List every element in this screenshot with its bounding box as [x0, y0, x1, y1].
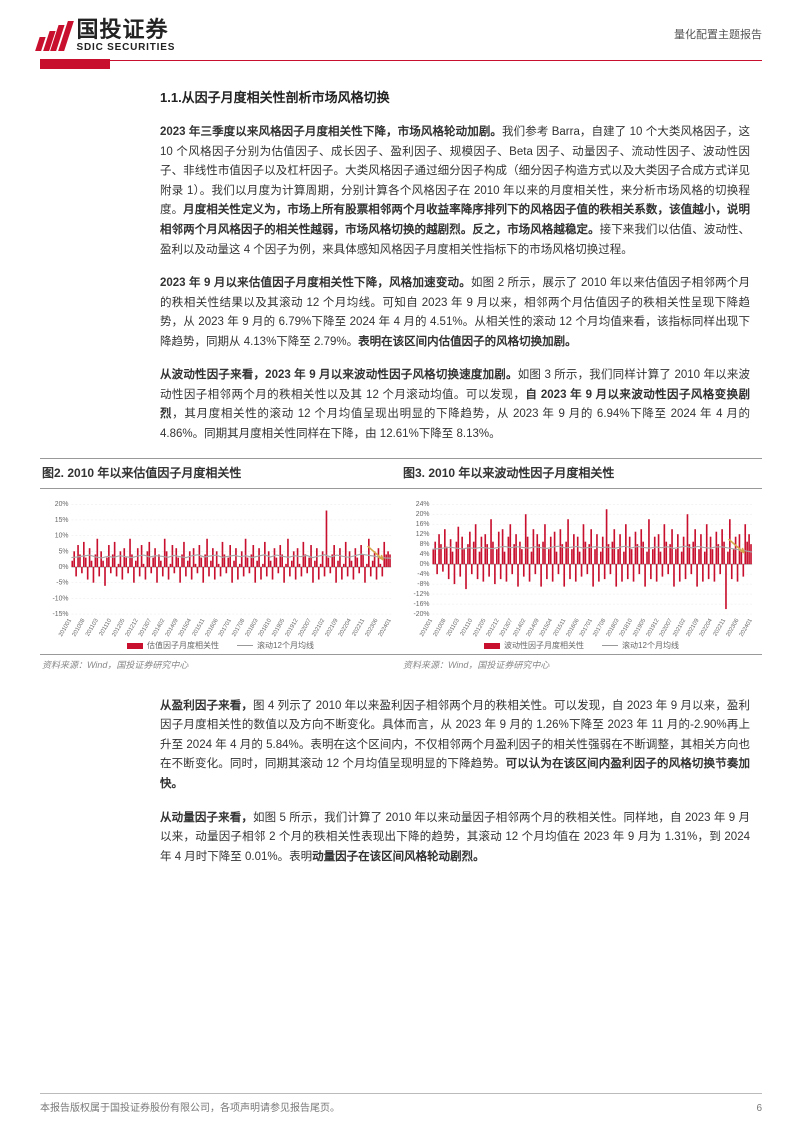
svg-text:20%: 20%: [416, 511, 430, 518]
chart-3-title: 图3. 2010 年以来波动性因子月度相关性: [401, 458, 762, 488]
chart-2: -15%-10%-5%0%5%10%15%20%2010012010082011…: [44, 497, 397, 637]
chart-3-panel: 图3. 2010 年以来波动性因子月度相关性 -20% -16% -12% -8% -4…: [401, 458, 762, 676]
svg-text:-15%: -15%: [52, 611, 68, 618]
svg-text:-5%: -5%: [56, 580, 68, 587]
svg-text:12%: 12%: [416, 531, 430, 538]
svg-text:10%: 10%: [55, 532, 69, 539]
svg-text:202401: 202401: [378, 618, 393, 637]
content-lower: 从盈利因子来看，图 4 列示了 2010 年以来盈利因子相邻两个月的秩相关性。可…: [0, 683, 802, 867]
svg-text:-20%: -20%: [413, 611, 429, 618]
svg-text:-8%: -8%: [417, 581, 429, 588]
footer-text: 本报告版权属于国投证券股份有限公司，各项声明请参见报告尾页。: [40, 1100, 340, 1117]
svg-text:0%: 0%: [59, 564, 69, 571]
svg-text:4%: 4%: [420, 551, 430, 558]
content-upper: 1.1.从因子月度相关性剖析市场风格切换 2023 年三季度以来风格因子月度相关…: [0, 69, 802, 444]
page-footer: 本报告版权属于国投证券股份有限公司，各项声明请参见报告尾页。 6: [40, 1093, 762, 1117]
paragraph-4: 从盈利因子来看，图 4 列示了 2010 年以来盈利因子相邻两个月的秩相关性。可…: [160, 697, 750, 795]
report-type: 量化配置主题报告: [674, 26, 762, 45]
chart-2-title: 图2. 2010 年以来估值因子月度相关性: [40, 458, 401, 488]
svg-text:24%: 24%: [416, 501, 430, 508]
svg-text:15%: 15%: [55, 517, 69, 524]
divider-bar: [40, 59, 762, 69]
chart-3-source: 资料来源：Wind，国投证券研究中心: [401, 654, 762, 676]
svg-text:5%: 5%: [59, 548, 69, 555]
paragraph-3: 从波动性因子来看，2023 年 9 月以来波动性因子风格切换速度加剧。如图 3 …: [160, 366, 750, 444]
svg-text:-12%: -12%: [413, 591, 429, 598]
logo-en: SDIC SECURITIES: [77, 42, 176, 53]
chart-3: -20%-16%-12%-8%-4%0%4%8%12%16%20%24%2010…: [405, 497, 758, 637]
svg-text:-4%: -4%: [417, 571, 429, 578]
section-title: 1.1.从因子月度相关性剖析市场风格切换: [160, 87, 750, 109]
logo-icon: [35, 21, 73, 51]
paragraph-1: 2023 年三季度以来风格因子月度相关性下降，市场风格轮动加剧。我们参考 Bar…: [160, 123, 750, 260]
svg-text:-10%: -10%: [52, 595, 68, 602]
paragraph-2: 2023 年 9 月以来估值因子月度相关性下降，风格加速变动。如图 2 所示，展…: [160, 274, 750, 352]
page-header: 国投证券 SDIC SECURITIES 量化配置主题报告: [0, 0, 802, 59]
svg-text:20%: 20%: [55, 501, 69, 508]
svg-text:-16%: -16%: [413, 601, 429, 608]
page-number: 6: [756, 1100, 762, 1117]
charts-row: 图2. 2010 年以来估值因子月度相关性 -15% -10% -5% 0% 5% 10%…: [40, 458, 762, 676]
logo-cn: 国投证券: [77, 18, 176, 42]
logo: 国投证券 SDIC SECURITIES: [40, 18, 175, 53]
chart-2-panel: 图2. 2010 年以来估值因子月度相关性 -15% -10% -5% 0% 5% 10%…: [40, 458, 401, 676]
svg-text:202401: 202401: [739, 618, 754, 637]
svg-text:0%: 0%: [420, 561, 430, 568]
paragraph-5: 从动量因子来看，如图 5 所示，我们计算了 2010 年以来动量因子相邻两个月的…: [160, 809, 750, 868]
svg-text:8%: 8%: [420, 541, 430, 548]
svg-text:16%: 16%: [416, 521, 430, 528]
chart-2-source: 资料来源：Wind，国投证券研究中心: [40, 654, 401, 676]
